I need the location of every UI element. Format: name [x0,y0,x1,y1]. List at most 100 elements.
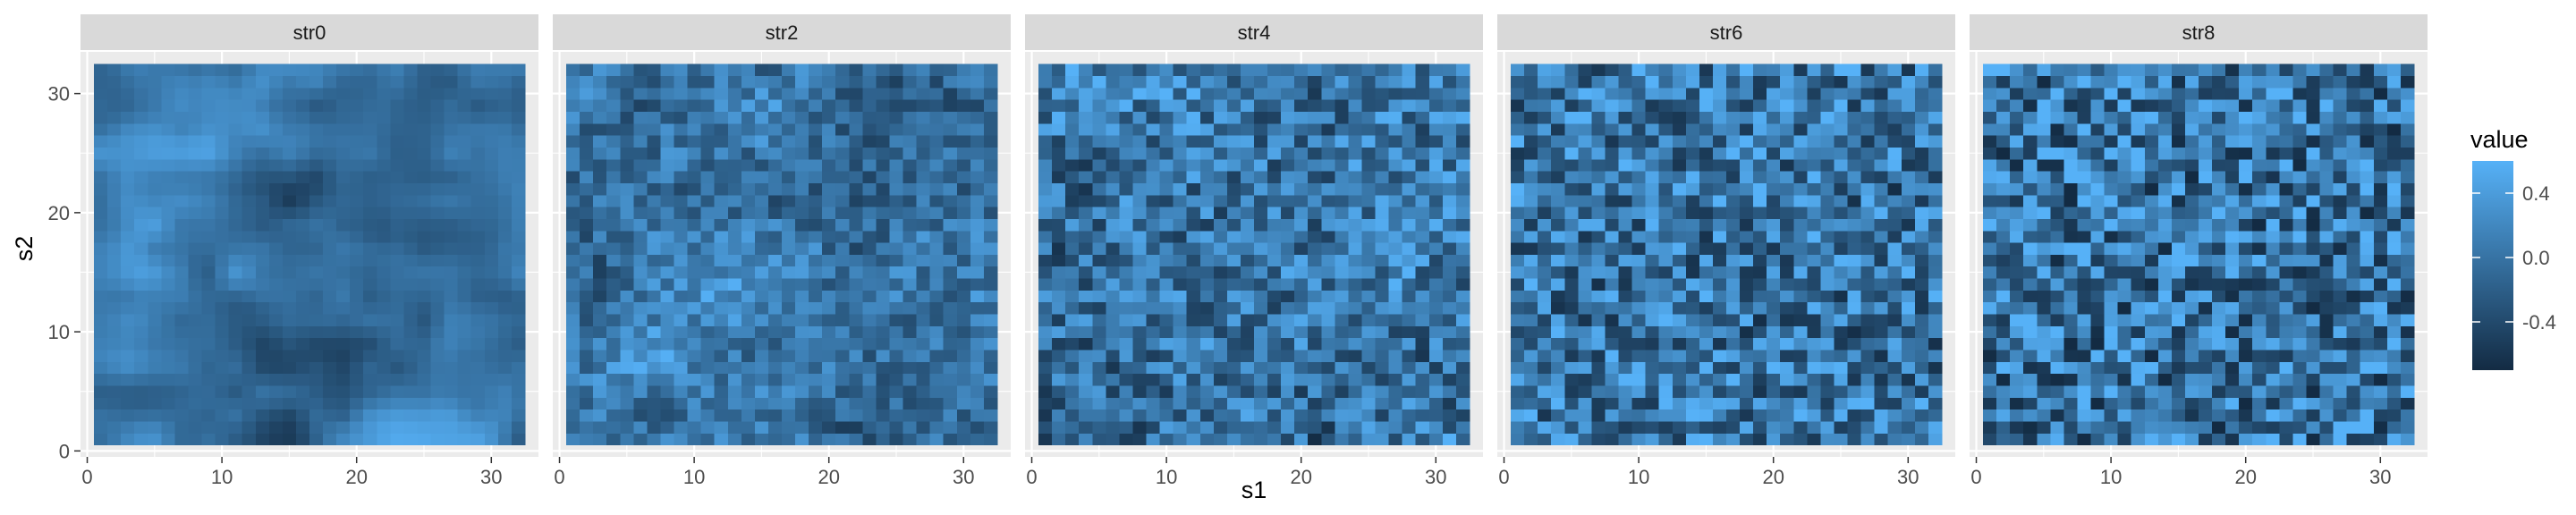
heatmap-cell [2212,111,2226,124]
heatmap-cell [1591,147,1606,160]
heatmap-cell [714,218,729,232]
heatmap-cell [1511,111,1525,124]
heatmap-cell [687,409,702,422]
heatmap-cell [215,75,230,89]
heatmap-cell [2225,63,2240,77]
heatmap-cell [1983,290,1997,303]
heatmap-cell [430,350,445,362]
heatmap-cell [2063,194,2078,207]
heatmap-cell [484,314,499,326]
heatmap-cell [916,87,931,100]
heatmap-cell [606,63,621,77]
heatmap-cell [593,158,607,172]
heatmap-cell [1887,230,1902,243]
heatmap-cell [1119,278,1133,291]
heatmap-cell [1753,147,1767,160]
heatmap-cell [1186,433,1201,446]
heatmap-cell [470,325,486,339]
heatmap-cell [2010,373,2024,386]
heatmap-cell [377,290,391,303]
heatmap-cell [1388,254,1403,267]
heatmap-cell [795,218,809,232]
heatmap-cell [687,266,702,279]
heatmap-cell [1159,361,1174,375]
heatmap-cell [1887,337,1902,350]
heatmap-cell [1375,433,1389,446]
heatmap-cell [1173,325,1188,339]
heatmap-cell [484,385,499,398]
heatmap-cell [795,182,809,196]
heatmap-cell [390,147,404,160]
heatmap-cell [1551,135,1565,148]
heatmap-cell [862,194,877,207]
heatmap-cell [336,230,351,243]
heatmap-cell [390,373,404,386]
heatmap-cell [94,314,108,326]
heatmap-cell [350,111,364,124]
heatmap-cell [2077,63,2091,77]
heatmap-cell [1294,421,1309,434]
heatmap-cell [943,158,958,172]
heatmap-cell [268,158,284,172]
heatmap-cell [268,242,284,255]
heatmap-cell [983,87,998,100]
heatmap-cell [862,409,877,422]
heatmap-cell [2239,325,2253,339]
heatmap-cell [350,207,364,219]
heatmap-cell [835,361,850,375]
heatmap-cell [1983,325,1997,339]
heatmap-cell [809,266,823,279]
heatmap-cell [674,314,688,326]
heatmap-cell [1442,171,1457,183]
heatmap-cell [1415,433,1430,446]
heatmap-cell [835,111,850,124]
heatmap-cell [228,301,243,315]
heatmap-cell [390,397,404,410]
heatmap-cell [1847,75,1861,89]
heatmap-cell [1874,373,1889,386]
heatmap-cell [674,409,688,422]
heatmap-cell [1038,218,1053,232]
heatmap-cell [1308,218,1322,232]
heatmap-cell [1726,325,1741,339]
heatmap-cell [377,122,391,136]
heatmap-cell [201,75,216,89]
heatmap-cell [1226,171,1241,183]
heatmap-cell [2077,350,2091,362]
heatmap-cell [188,350,202,362]
heatmap-cell [107,409,122,422]
heatmap-cell [2037,87,2051,100]
heatmap-cell [174,290,189,303]
heatmap-cell [620,99,634,113]
heatmap-cell [1442,266,1457,279]
heatmap-cell [457,207,472,219]
heatmap-cell [943,171,958,183]
heatmap-cell [714,301,729,315]
heatmap-cell [1294,207,1309,219]
heatmap-cell [2199,278,2213,291]
heatmap-cell [1645,301,1660,315]
heatmap-cell [228,421,243,434]
heatmap-cell [201,87,216,100]
heatmap-cell [1605,385,1619,398]
heatmap-cell [795,254,809,267]
heatmap-cell [1226,325,1241,339]
heatmap-cell [1658,147,1674,160]
heatmap-cell [660,397,674,410]
heatmap-cell [767,87,783,100]
heatmap-cell [1267,207,1282,219]
heatmap-cell [809,325,823,339]
heatmap-cell [606,182,621,196]
heatmap-cell [1767,350,1781,362]
heatmap-cell [835,171,850,183]
heatmap-cell [1847,182,1861,196]
heatmap-cell [134,325,148,339]
heatmap-cell [876,207,890,219]
heatmap-cell [767,207,783,219]
heatmap-cell [2131,409,2146,422]
heatmap-cell [377,158,391,172]
heatmap-cell [1524,135,1538,148]
heatmap-cell [889,433,903,446]
heatmap-cell [1578,230,1592,243]
heatmap-cell [363,385,377,398]
